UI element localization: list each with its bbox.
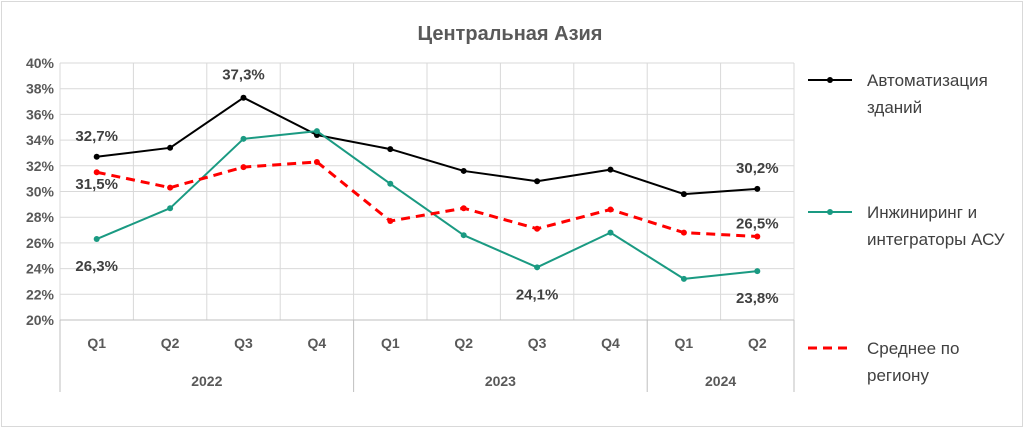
chart-title: Центральная Азия xyxy=(418,23,603,45)
data-point xyxy=(534,264,541,271)
y-tick-label: 20% xyxy=(26,312,55,328)
data-point xyxy=(754,185,761,192)
x-tick-label: Q2 xyxy=(161,335,180,351)
x-tick-label: Q3 xyxy=(528,335,547,351)
data-point xyxy=(240,135,247,142)
legend-label: Среднее по xyxy=(867,339,959,358)
y-tick-label: 38% xyxy=(26,81,55,97)
data-point xyxy=(460,167,467,174)
data-point xyxy=(93,153,100,160)
data-point xyxy=(754,268,761,275)
x-tick-label: Q3 xyxy=(234,335,253,351)
data-point xyxy=(313,128,320,135)
legend-marker xyxy=(827,209,833,215)
y-tick-label: 24% xyxy=(26,261,55,277)
data-point xyxy=(167,144,174,151)
data-label: 26,5% xyxy=(736,215,779,232)
y-tick-label: 28% xyxy=(26,209,55,225)
data-point xyxy=(607,206,614,213)
data-point xyxy=(680,275,687,282)
legend-label: региону xyxy=(867,366,929,385)
data-label: 30,2% xyxy=(736,160,779,177)
data-point xyxy=(460,205,467,212)
data-point xyxy=(240,164,247,171)
data-point xyxy=(240,94,247,101)
y-axis-ticks: 20% 22% 24% 26% 28% 30% 32% 34% 36% 38% 40% xyxy=(26,55,55,328)
y-tick-label: 40% xyxy=(26,55,55,71)
x-tick-label: Q1 xyxy=(675,335,694,351)
legend-label: зданий xyxy=(867,98,922,117)
x-tick-label: Q4 xyxy=(308,335,327,351)
data-label: 23,8% xyxy=(736,290,779,307)
x-group-label: 2023 xyxy=(485,373,516,389)
x-axis: Q1 Q2 Q3 Q4 Q1 Q2 Q3 Q4 Q1 Q2 2022 2023 2024 xyxy=(59,319,795,392)
legend-label: Автоматизация xyxy=(867,71,988,90)
x-tick-label: Q2 xyxy=(454,335,473,351)
series-line xyxy=(96,96,758,196)
legend-marker xyxy=(827,77,833,83)
data-label: 24,1% xyxy=(516,286,559,303)
data-point xyxy=(93,169,100,176)
data-point xyxy=(534,178,541,185)
x-group-label: 2022 xyxy=(191,373,222,389)
data-point xyxy=(607,166,614,173)
x-tick-label: Q1 xyxy=(381,335,400,351)
data-label: 37,3% xyxy=(222,67,265,84)
data-point xyxy=(680,229,687,236)
data-point xyxy=(607,229,614,236)
data-point xyxy=(167,205,174,212)
data-point xyxy=(534,225,541,232)
x-tick-label: Q1 xyxy=(87,335,106,351)
y-tick-label: 22% xyxy=(26,286,55,302)
data-point xyxy=(387,180,394,187)
y-tick-label: 26% xyxy=(26,235,55,251)
y-tick-label: 32% xyxy=(26,158,55,174)
gridlines xyxy=(59,62,795,321)
legend-label: интеграторы АСУ xyxy=(867,230,1005,249)
series-lines xyxy=(93,94,761,282)
data-labels: 32,7% 37,3% 30,2% 26,3% 24,1% 23,8% 31,5% 26,5% xyxy=(75,67,778,307)
data-label: 32,7% xyxy=(75,128,118,145)
y-tick-label: 34% xyxy=(26,132,55,148)
data-point xyxy=(387,218,394,225)
x-tick-label: Q4 xyxy=(601,335,620,351)
series-line xyxy=(96,130,758,280)
data-point xyxy=(680,191,687,198)
data-point xyxy=(313,158,320,165)
data-point xyxy=(93,236,100,243)
x-group-label: 2024 xyxy=(705,373,736,389)
legend: Автоматизация зданий Инжиниринг и интеграто… xyxy=(808,71,1005,385)
legend-label: Инжиниринг и xyxy=(867,203,977,222)
y-tick-label: 36% xyxy=(26,106,55,122)
x-tick-label: Q2 xyxy=(748,335,767,351)
data-point xyxy=(460,232,467,239)
series-line xyxy=(96,160,758,238)
data-label: 31,5% xyxy=(75,176,118,193)
data-point xyxy=(754,233,761,240)
data-point xyxy=(167,184,174,191)
y-tick-label: 30% xyxy=(26,184,55,200)
data-point xyxy=(387,146,394,153)
data-label: 26,3% xyxy=(75,258,118,275)
